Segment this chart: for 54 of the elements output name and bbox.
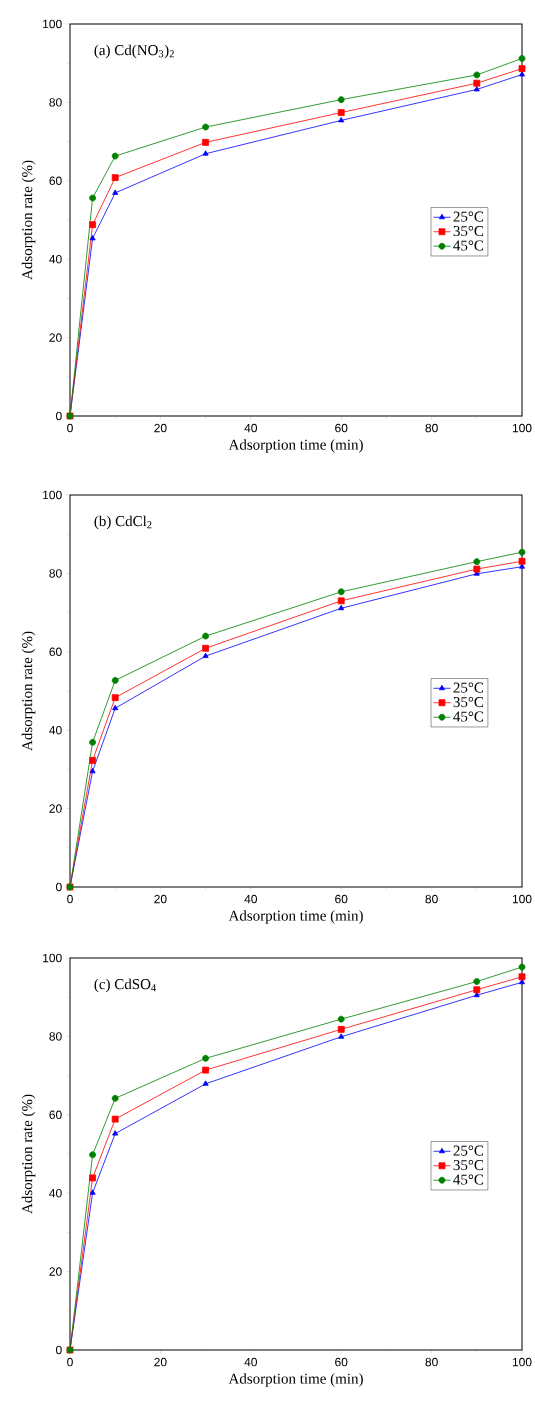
y-tick-label: 80 xyxy=(49,98,62,107)
x-tick-label: 100 xyxy=(512,1357,532,1367)
x-tick-label: 0 xyxy=(67,423,73,433)
legend-label: 25°C xyxy=(453,1145,484,1156)
x-tick-label: 60 xyxy=(335,1357,348,1367)
y-tick-label: 80 xyxy=(49,569,62,578)
x-tick-label: 20 xyxy=(154,423,167,433)
annotation: (c) CdSO$_{4}$ xyxy=(94,978,157,993)
y-tick-label: 60 xyxy=(49,176,62,186)
y-tick-label: 20 xyxy=(49,1267,62,1276)
y-tick-label: 100 xyxy=(43,19,62,29)
x-tick-label: 60 xyxy=(335,423,348,433)
y-tick-label: 0 xyxy=(56,411,62,421)
x-tick-label: 20 xyxy=(154,894,167,904)
legend-label: 35°C xyxy=(453,1160,484,1171)
x-axis-title: Adsorption time (min) xyxy=(228,1373,363,1387)
x-tick-label: 40 xyxy=(244,1357,258,1367)
x-tick-label: 20 xyxy=(154,1357,167,1367)
y-tick-label: 60 xyxy=(49,1110,62,1120)
x-axis-title: Adsorption time (min) xyxy=(228,910,363,924)
y-tick-label: 40 xyxy=(49,254,62,264)
annotation: (b) CdCl$_{2}$ xyxy=(94,515,152,530)
legend-label: 45°C xyxy=(453,711,484,722)
y-axis-title: Adsorption rate (%) xyxy=(21,1094,36,1214)
legend-label: 45°C xyxy=(453,1174,484,1185)
annotation: (a) Cd(NO$_{3}$)$_{2}$ xyxy=(94,44,174,59)
y-tick-label: 80 xyxy=(49,1032,62,1041)
y-tick-label: 20 xyxy=(49,804,62,813)
y-tick-label: 60 xyxy=(49,647,62,657)
x-tick-label: 0 xyxy=(67,894,73,904)
x-tick-label: 40 xyxy=(244,423,258,433)
y-tick-label: 20 xyxy=(49,333,62,342)
y-tick-label: 40 xyxy=(49,725,62,735)
legend-label: 35°C xyxy=(453,226,484,237)
x-tick-label: 80 xyxy=(425,1357,438,1367)
x-tick-label: 80 xyxy=(425,894,438,904)
x-axis-title: Adsorption time (min) xyxy=(228,439,363,453)
legend-label: 25°C xyxy=(453,211,484,222)
y-tick-label: 0 xyxy=(56,1345,62,1355)
legend-label: 45°C xyxy=(453,240,484,251)
y-tick-label: 100 xyxy=(43,953,62,963)
y-tick-label: 0 xyxy=(56,882,62,892)
legend-label: 25°C xyxy=(453,682,484,693)
legend-label: 35°C xyxy=(453,697,484,708)
x-tick-label: 40 xyxy=(244,894,258,904)
y-tick-label: 100 xyxy=(43,490,62,500)
x-tick-label: 100 xyxy=(512,894,532,904)
x-tick-label: 0 xyxy=(67,1357,73,1367)
y-tick-label: 40 xyxy=(49,1188,62,1198)
y-axis-title: Adsorption rate (%) xyxy=(21,631,36,751)
x-tick-label: 80 xyxy=(425,423,438,433)
x-tick-label: 60 xyxy=(335,894,348,904)
x-tick-label: 100 xyxy=(512,423,532,433)
y-axis-title: Adsorption rate (%) xyxy=(21,160,36,280)
